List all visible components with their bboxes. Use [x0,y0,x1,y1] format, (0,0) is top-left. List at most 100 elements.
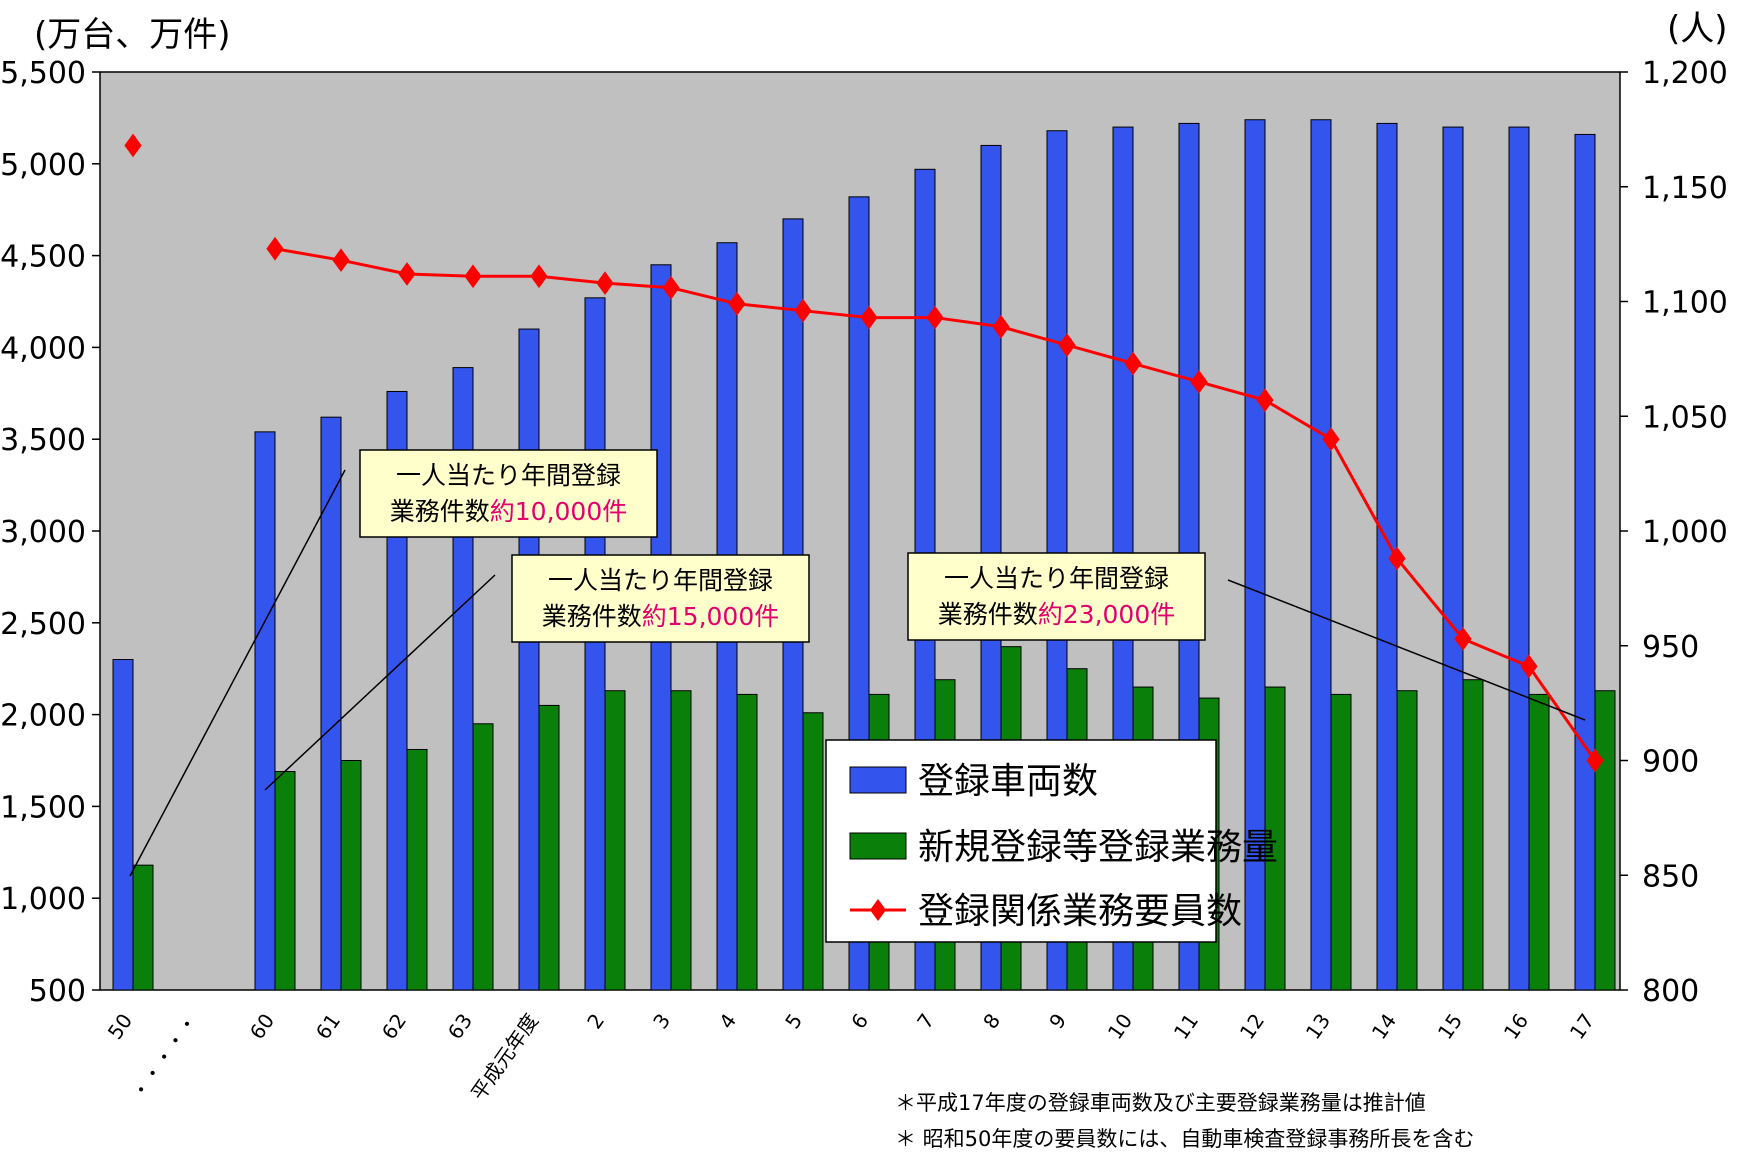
callout-line2: 業務件数約15,000件 [542,602,780,631]
bar-registered-vehicles [112,659,134,991]
category-label: 平成元年度 [466,1009,543,1105]
left-tick-label: 1,500 [0,790,86,825]
staff-marker [124,133,142,158]
left-tick-label: 3,000 [0,515,86,550]
staff-marker [1124,351,1142,376]
legend-label: 登録関係業務要員数 [918,891,1242,932]
category-label: 13 [1301,1009,1335,1044]
legend-label: 登録車両数 [918,761,1098,802]
callout-line2: 業務件数約23,000件 [938,600,1176,629]
category-label: 2 [582,1009,609,1033]
right-axis-unit: (人) [1667,9,1728,49]
staff-marker [1256,388,1274,413]
bar-registered-vehicles [320,416,342,991]
left-axis: 500 1,000 1,500 2,000 2,500 3,000 3,500 4,000 4,… [0,56,100,1009]
category-label: 63 [443,1009,477,1044]
category-label: ・・・・・ [126,1009,203,1105]
bar-registration-workload [132,864,154,991]
legend-swatch [849,766,907,794]
bar-registration-workload [1528,693,1550,991]
left-tick-label: 4,000 [0,331,86,366]
note-1: ＊平成17年度の登録車両数及び主要登録業務量は推計値 [895,1091,1426,1115]
bar-registration-workload [1264,686,1286,991]
category-label: 9 [1044,1009,1071,1033]
category-label: 3 [648,1009,675,1033]
staff-marker [992,314,1010,339]
left-tick-label: 5,500 [0,56,86,91]
bar-registered-vehicles [584,297,606,991]
category-label: 11 [1169,1009,1203,1044]
category-label: 6 [846,1009,873,1033]
category-label: 8 [978,1009,1005,1033]
category-label: 5 [780,1009,807,1033]
bar-registration-workload [1396,690,1418,991]
left-tick-label: 4,500 [0,240,86,275]
bar-registration-workload [538,704,560,991]
bar-registered-vehicles [1310,119,1332,991]
staff-marker [728,291,746,316]
left-axis-unit: (万台、万件) [34,15,231,55]
staff-marker [1586,748,1604,773]
staff-marker [530,264,548,289]
staff-marker [398,262,416,286]
bar-registered-vehicles [386,390,408,991]
bar-registration-workload [472,723,494,991]
bar-registered-vehicles [1574,133,1596,991]
category-label: 62 [377,1009,411,1044]
right-tick-label: 850 [1642,859,1699,894]
category-label: 50 [103,1009,137,1044]
category-label: 61 [311,1009,345,1044]
staff-marker [1058,333,1076,357]
legend-swatch [849,832,907,860]
callout-line1: 一人当たり年間登録 [548,566,773,595]
callout-prefix: 業務件数 [390,497,490,526]
staff-marker [860,305,878,330]
legend-label: 新規登録等登録業務量 [918,827,1278,868]
callout-prefix: 業務件数 [542,602,642,631]
bar-registered-vehicles [1244,119,1266,991]
bar-registered-vehicles [518,328,540,991]
bar-registration-workload [1330,693,1352,991]
staff-marker [1322,427,1340,452]
staff-marker [464,264,482,289]
callout-box [511,554,810,643]
staff-marker [794,298,812,323]
category-label: 15 [1433,1009,1467,1044]
right-tick-label: 1,000 [1642,515,1728,550]
category-label: 16 [1499,1009,1533,1044]
callout-leader-line [1227,579,1586,721]
right-tick-label: 1,100 [1642,286,1728,321]
category-label: 7 [912,1009,939,1033]
staff-marker [1520,654,1538,679]
category-label: 14 [1367,1009,1401,1044]
bar-registration-workload [670,690,692,991]
callout-value: 約15,000件 [642,602,779,631]
staff-marker [596,271,614,295]
staff-marker [1388,546,1406,571]
bar-registered-vehicles [1508,126,1530,991]
right-tick-label: 950 [1642,630,1699,665]
callout-box [359,449,658,538]
legend-swatch-marker [870,899,886,921]
bar-registration-workload [340,760,362,991]
bar-registration-workload [802,712,824,991]
staff-marker [1454,627,1472,651]
bar-registration-workload [274,771,296,991]
right-tick-label: 800 [1642,974,1699,1009]
category-label: 60 [245,1009,279,1044]
callout-line1: 一人当たり年間登録 [944,564,1169,593]
callout-value: 約10,000件 [490,497,627,526]
callout-line1: 一人当たり年間登録 [396,461,621,490]
category-label: 10 [1103,1009,1137,1044]
bar-registration-workload [604,690,626,991]
right-tick-label: 1,150 [1642,171,1728,206]
right-tick-label: 900 [1642,745,1699,780]
category-label: 17 [1565,1009,1599,1044]
left-tick-label: 5,000 [0,148,86,183]
right-tick-label: 1,050 [1642,400,1728,435]
bar-registered-vehicles [254,431,276,991]
bar-registration-workload [1462,679,1484,991]
callout-leader-line [264,574,496,791]
